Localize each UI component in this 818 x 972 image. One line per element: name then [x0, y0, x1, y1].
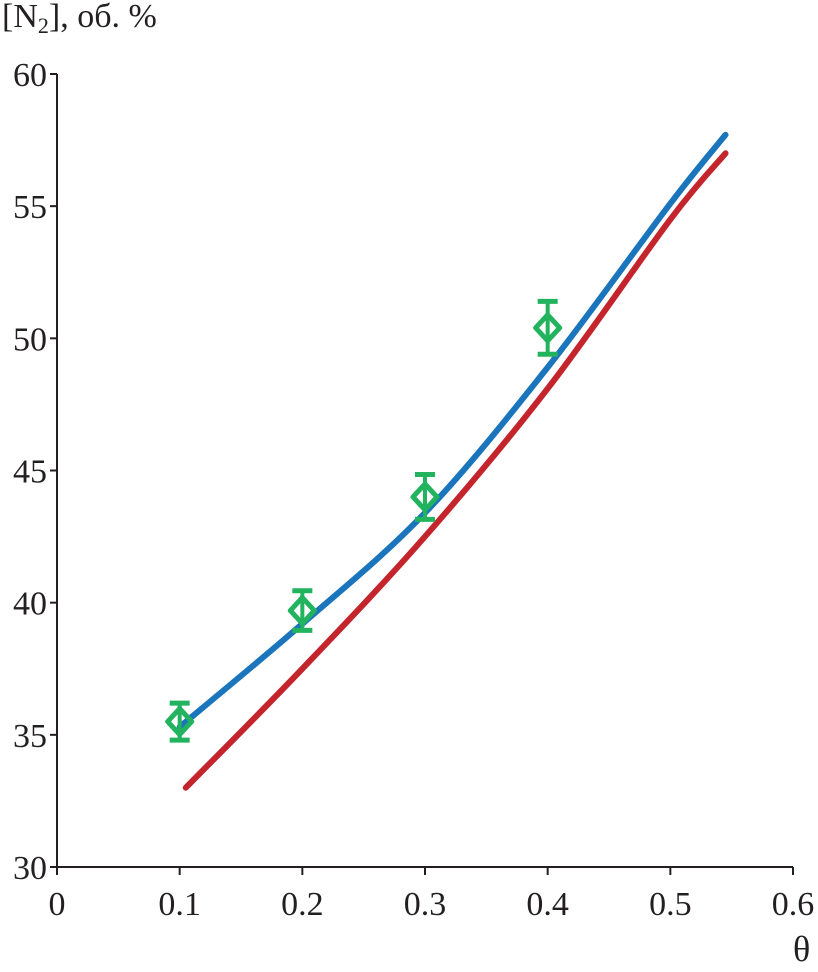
- axes: 0 0.1 0.2 0.3 0.4 0.5 0.6 30 35 40 45 50 55 60: [13, 57, 814, 923]
- data-point: [287, 588, 317, 633]
- data-point: [165, 700, 195, 743]
- diamond-marker: [533, 312, 563, 344]
- y-tick-label: 55: [13, 189, 47, 226]
- x-tick-label: 0: [49, 886, 66, 923]
- x-tick-label: 0.1: [158, 886, 201, 923]
- y-tick-label: 40: [13, 586, 47, 623]
- x-tick-label: 0.5: [649, 886, 692, 923]
- y-tick-label: 35: [13, 718, 47, 755]
- series-line-0: [176, 131, 729, 730]
- data-point: [533, 298, 563, 357]
- marks: [165, 131, 729, 791]
- y-tick-label: 45: [13, 454, 47, 491]
- x-tick-label: 0.3: [404, 886, 447, 923]
- y-label-main: [N: [2, 0, 38, 35]
- y-tick-label: 60: [13, 57, 47, 94]
- x-tick-label: 0.4: [526, 886, 569, 923]
- y-axis-label: [N2], об. %: [2, 0, 157, 39]
- diamond-marker: [165, 706, 195, 738]
- x-axis-label: θ: [793, 929, 811, 969]
- x-tick-label: 0.2: [281, 886, 324, 923]
- x-tick-label: 0.6: [772, 886, 815, 923]
- series-line-1: [182, 150, 729, 791]
- diamond-marker: [287, 595, 317, 627]
- y-tick-label: 30: [13, 850, 47, 887]
- y-tick-label: 50: [13, 321, 47, 358]
- data-point: [410, 471, 440, 522]
- diamond-marker: [410, 481, 440, 513]
- y-label-rest: ], об. %: [48, 0, 157, 35]
- y-label-subscript: 2: [37, 13, 49, 38]
